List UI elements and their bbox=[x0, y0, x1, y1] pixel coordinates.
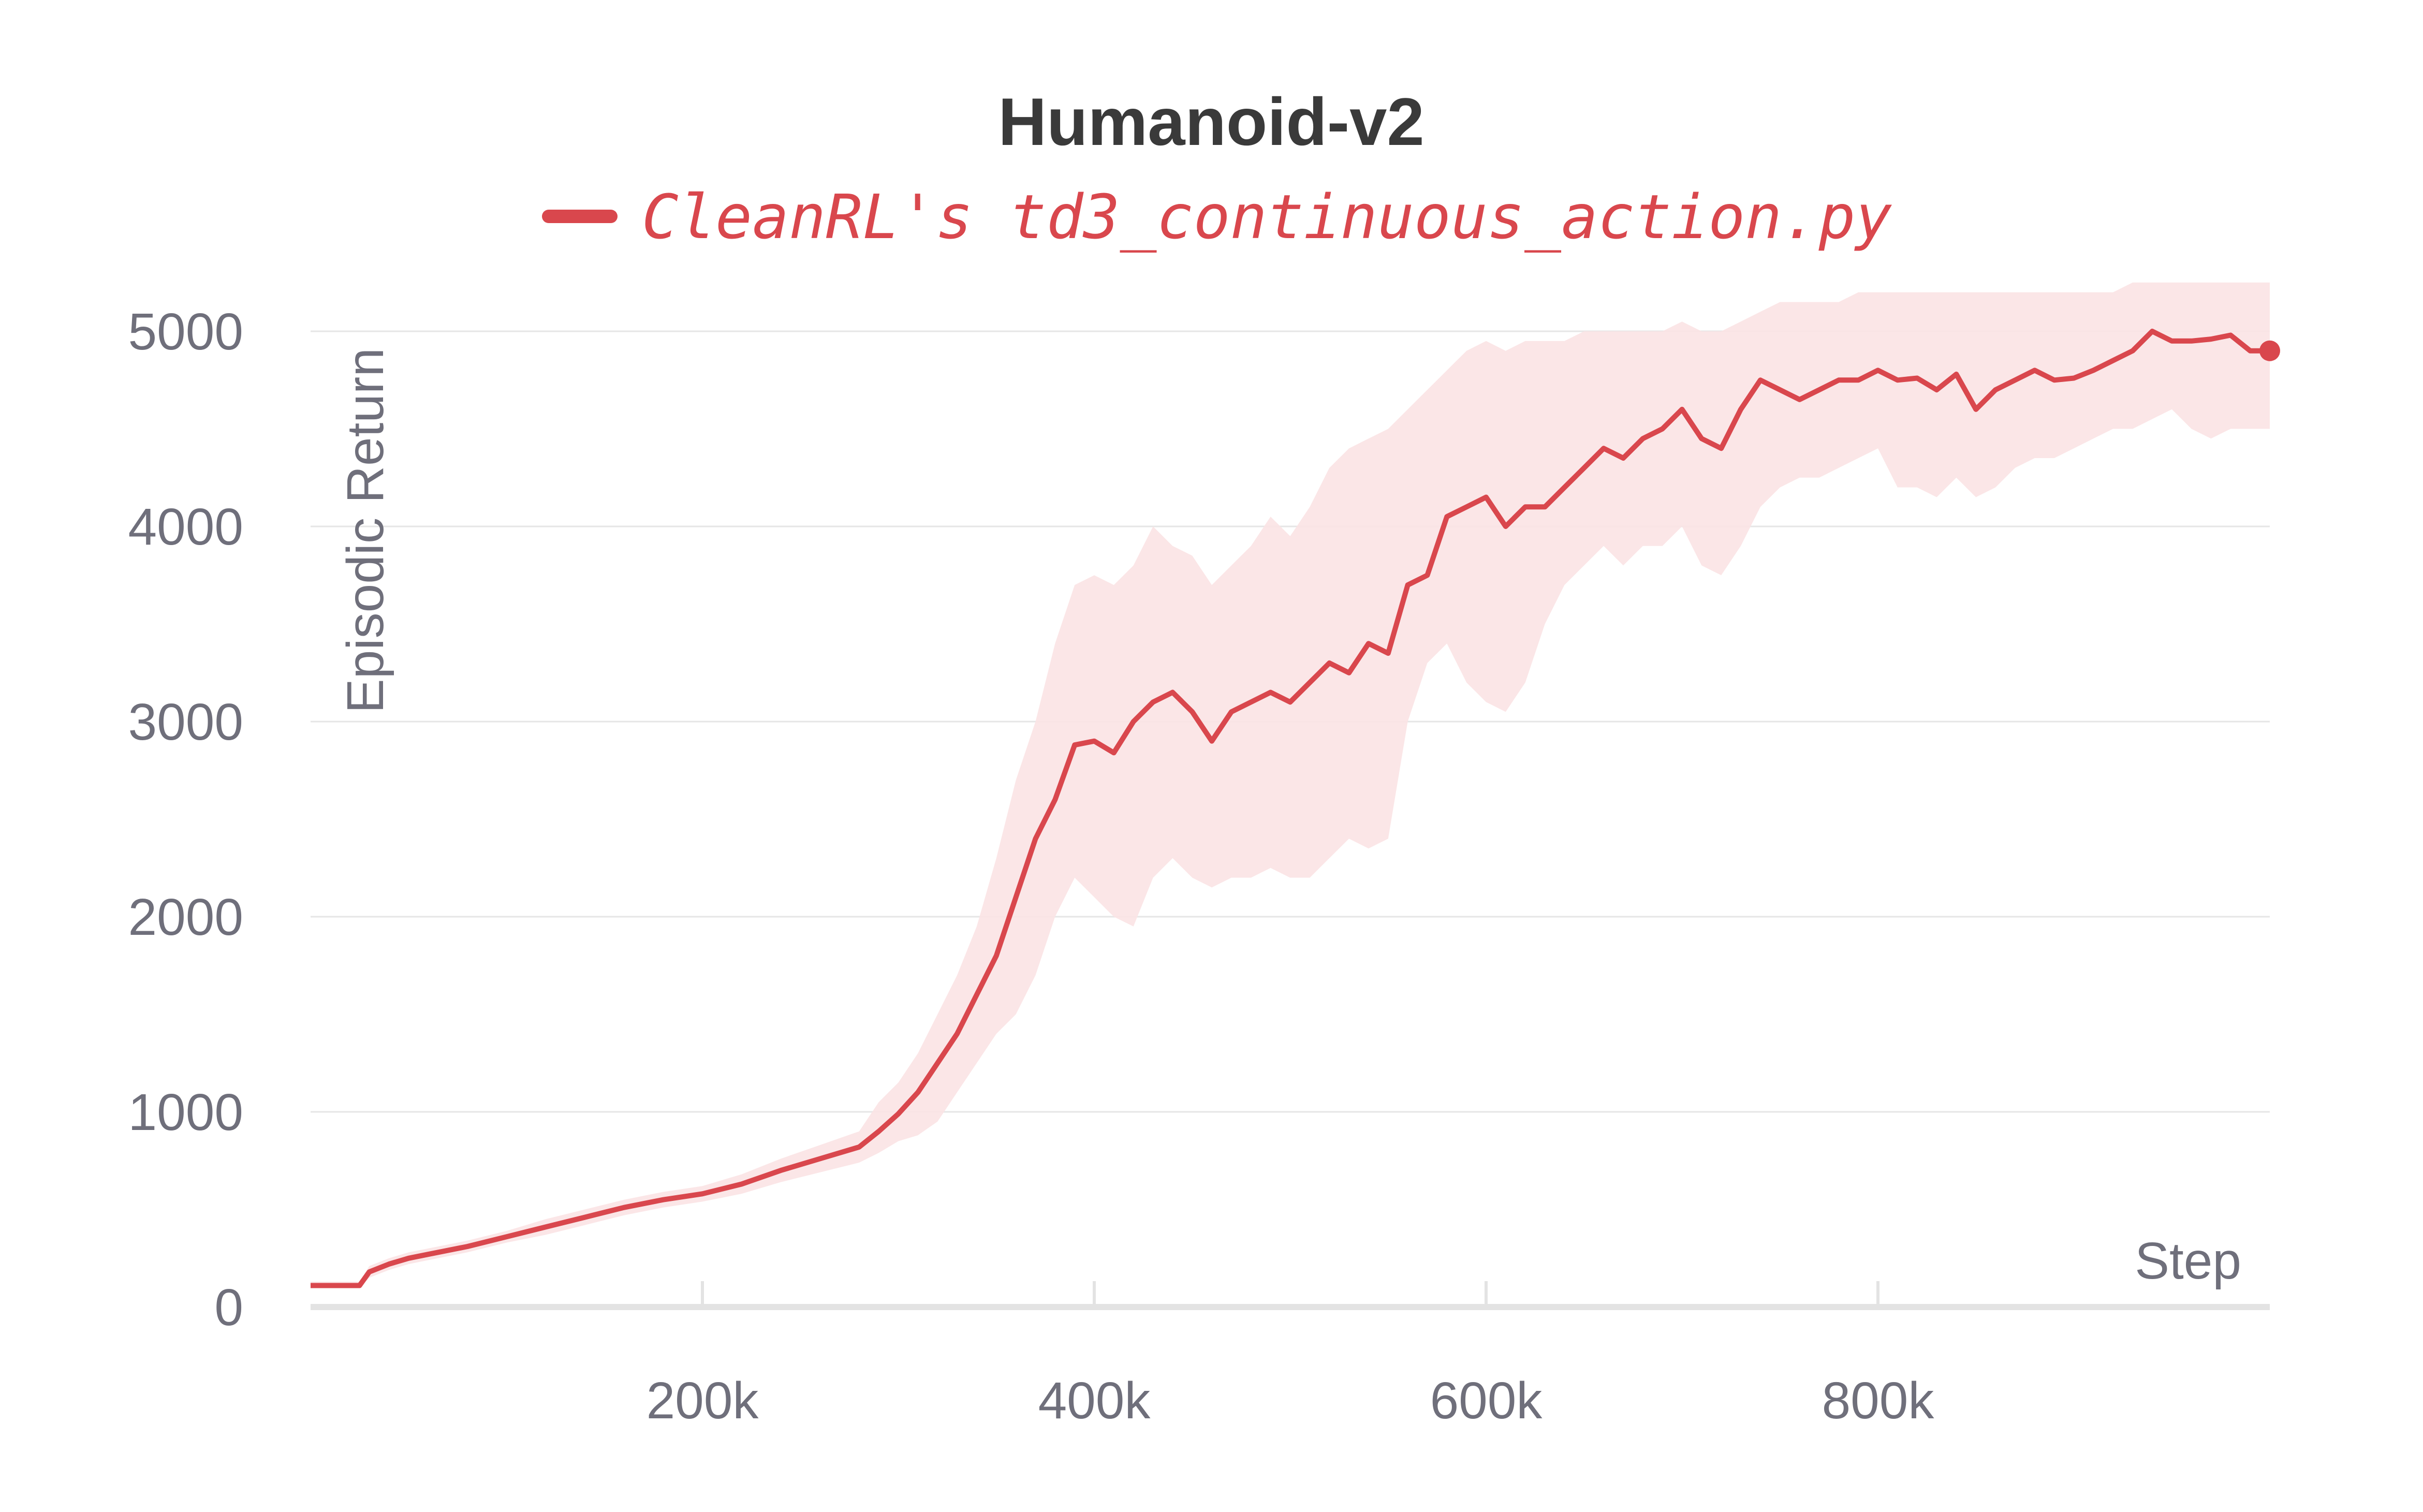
y-tick-label: 0 bbox=[214, 1279, 243, 1337]
y-tick-label: 4000 bbox=[128, 498, 243, 556]
x-tick-label: 400k bbox=[1038, 1372, 1151, 1430]
x-tick-labels: 200k 400k 600k 800k bbox=[647, 1372, 1935, 1430]
series-line bbox=[311, 329, 2270, 1288]
x-tick-label: 200k bbox=[647, 1372, 759, 1430]
y-axis-label: Episodic Return bbox=[336, 348, 394, 713]
chart-title: Humanoid-v2 bbox=[998, 84, 1424, 159]
y-tick-label: 2000 bbox=[128, 888, 243, 946]
x-tick-label: 800k bbox=[1822, 1372, 1935, 1430]
series-band bbox=[311, 282, 2270, 1288]
series-endpoint-marker bbox=[2259, 340, 2280, 361]
x-tick-label: 600k bbox=[1430, 1372, 1543, 1430]
legend: CleanRL's td3_continuous_action.py bbox=[542, 181, 1892, 253]
legend-label: CleanRL's td3_continuous_action.py bbox=[642, 181, 1892, 253]
y-tick-label: 1000 bbox=[128, 1083, 243, 1141]
x-axis-label: Step bbox=[2135, 1232, 2241, 1290]
x-tick-marks bbox=[701, 1281, 1879, 1307]
y-tick-label: 5000 bbox=[128, 303, 243, 361]
y-tick-label: 3000 bbox=[128, 693, 243, 751]
gridlines bbox=[311, 330, 2270, 1113]
y-tick-labels: 0 1000 2000 3000 4000 5000 bbox=[128, 303, 243, 1337]
